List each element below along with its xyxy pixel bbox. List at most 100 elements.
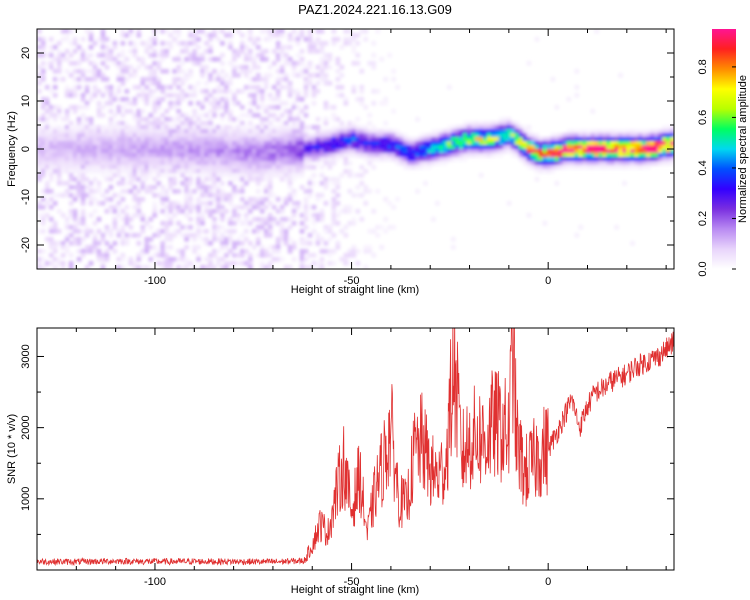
heatmap-cell: [236, 145, 241, 150]
heatmap-cell: [212, 165, 217, 170]
heatmap-cell: [240, 205, 245, 210]
heatmap-cell: [570, 141, 576, 146]
heatmap-cell: [259, 97, 265, 102]
heatmap-cell: [255, 177, 261, 182]
heatmap-cell: [64, 141, 70, 146]
heatmap-cell: [164, 221, 169, 226]
heatmap-cell: [140, 89, 146, 94]
heatmap-cell: [240, 197, 245, 202]
heatmap-cell: [582, 141, 588, 146]
heatmap-cell: [351, 253, 357, 258]
heatmap-cell: [37, 165, 42, 170]
heatmap-cell: [295, 73, 301, 78]
heatmap-cell: [232, 141, 237, 146]
heatmap-cell: [144, 129, 150, 134]
heatmap-cell: [144, 157, 150, 162]
heatmap-cell: [554, 137, 560, 142]
heatmap-cell: [455, 129, 460, 134]
heatmap-cell: [76, 149, 82, 154]
heatmap-cell: [168, 129, 173, 134]
heatmap-cell: [44, 101, 50, 106]
heatmap-cell: [646, 145, 651, 150]
heatmap-cell: [319, 237, 325, 242]
heatmap-cell: [84, 161, 90, 166]
heatmap-cell: [494, 121, 500, 126]
heatmap-cell: [451, 245, 456, 250]
heatmap-cell: [295, 205, 301, 210]
heatmap-cell: [184, 45, 189, 50]
heatmap-cell: [315, 241, 321, 246]
heatmap-cell: [160, 265, 165, 269]
heatmap-cell: [220, 125, 225, 130]
heatmap-cell: [160, 137, 165, 142]
heatmap-cell: [263, 117, 269, 122]
heatmap-cell: [76, 189, 82, 194]
heatmap-cell: [140, 253, 146, 258]
heatmap-cell: [622, 161, 627, 166]
heatmap-cell: [208, 141, 213, 146]
heatmap-cell: [108, 97, 114, 102]
heatmap-cell: [37, 29, 42, 34]
heatmap-cell: [236, 73, 241, 78]
heatmap-cell: [295, 89, 301, 94]
heatmap-cell: [76, 241, 82, 246]
heatmap-cell: [255, 65, 261, 70]
heatmap-cell: [40, 97, 46, 102]
heatmap-cell: [303, 133, 309, 138]
heatmap-cell: [176, 137, 181, 142]
heatmap-cell: [184, 149, 189, 154]
heatmap-cell: [232, 229, 237, 234]
heatmap-cell: [40, 129, 46, 134]
heatmap-cell: [355, 145, 361, 150]
heatmap-cell: [331, 209, 337, 214]
heatmap-cell: [44, 145, 50, 150]
heatmap-cell: [164, 157, 169, 162]
heatmap-cell: [359, 69, 365, 74]
heatmap-cell: [112, 125, 118, 130]
heatmap-cell: [92, 161, 98, 166]
heatmap-cell: [76, 237, 82, 242]
heatmap-cell: [255, 113, 261, 118]
heatmap-cell: [642, 137, 647, 142]
heatmap-cell: [638, 161, 643, 166]
heatmap-cell: [379, 225, 384, 230]
heatmap-cell: [236, 137, 241, 142]
heatmap-cell: [188, 173, 193, 178]
heatmap-cell: [100, 237, 106, 242]
heatmap-cell: [156, 149, 162, 154]
heatmap-cell: [263, 141, 269, 146]
heatmap-cell: [176, 141, 181, 146]
heatmap-cell: [44, 129, 50, 134]
heatmap-cell: [124, 189, 130, 194]
heatmap-cell: [224, 261, 229, 266]
heatmap-cell: [220, 117, 225, 122]
heatmap-cell: [554, 105, 560, 110]
heatmap-cell: [92, 169, 98, 174]
heatmap-cell: [220, 137, 225, 142]
heatmap-cell: [56, 41, 62, 46]
heatmap-cell: [431, 129, 436, 134]
heatmap-cell: [220, 89, 225, 94]
heatmap-cell: [232, 253, 237, 258]
heatmap-cell: [148, 245, 154, 250]
heatmap-cell: [307, 177, 313, 182]
heatmap-cell: [279, 33, 285, 38]
heatmap-cell: [638, 149, 643, 154]
heatmap-cell: [355, 173, 361, 178]
heatmap-cell: [443, 133, 448, 138]
heatmap-cell: [486, 133, 492, 138]
heatmap-cell: [48, 161, 54, 166]
heatmap-cell: [419, 165, 424, 170]
heatmap-cell: [164, 257, 169, 262]
heatmap-cell: [259, 89, 265, 94]
heatmap-cell: [574, 153, 580, 158]
heatmap-cell: [606, 137, 611, 142]
heatmap-cell: [279, 65, 285, 70]
heatmap-cell: [144, 77, 150, 82]
heatmap-cell: [236, 169, 241, 174]
heatmap-cell: [275, 129, 281, 134]
heatmap-cell: [351, 149, 357, 154]
heatmap-cell: [72, 221, 78, 226]
heatmap-cell: [244, 53, 249, 58]
heatmap-cell: [602, 141, 607, 146]
